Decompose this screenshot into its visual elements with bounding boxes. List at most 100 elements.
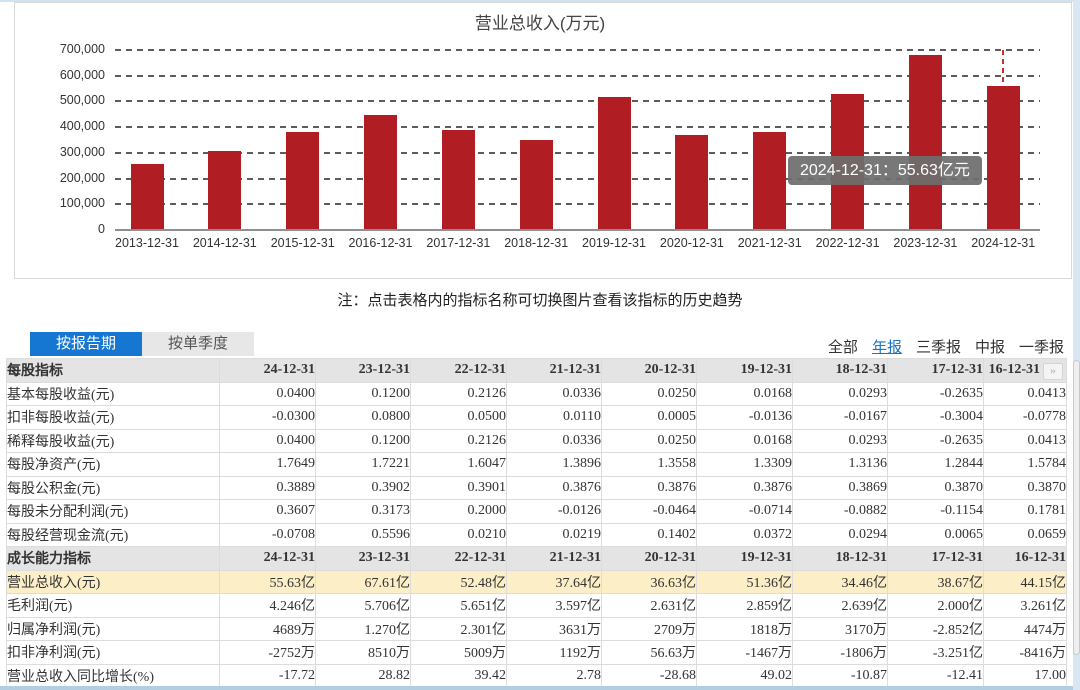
y-axis-label: 500,000: [59, 93, 105, 108]
metric-value: -0.0714: [696, 499, 793, 524]
report-filters: 全部 年报 三季报 中报 一季报: [828, 336, 1064, 357]
y-axis-label: 400,000: [59, 119, 105, 134]
x-axis-line: [115, 229, 1040, 231]
metric-name[interactable]: 稀释每股收益(元): [6, 428, 220, 453]
bar-2016-12-31[interactable]: [364, 115, 397, 229]
bar-2021-12-31[interactable]: [753, 132, 787, 229]
column-header: 21-12-31: [506, 546, 602, 571]
metric-value: 1.3896: [506, 452, 602, 477]
tab-by-single-quarter[interactable]: 按单季度: [142, 332, 255, 356]
column-header: 18-12-31: [792, 358, 888, 383]
metric-name[interactable]: 基本每股收益(元): [6, 381, 220, 406]
metric-name[interactable]: 每股未分配利润(元): [6, 499, 220, 524]
metric-value: 0.0336: [506, 428, 602, 453]
metric-value: -0.0708: [219, 522, 316, 547]
filter-all[interactable]: 全部: [827, 340, 858, 356]
page-scrollbar-thumb[interactable]: [1073, 360, 1080, 655]
metric-value: 8510万: [315, 640, 411, 665]
bar-2020-12-31[interactable]: [675, 135, 709, 229]
metric-name[interactable]: 扣非净利润(元): [6, 640, 220, 665]
table-row: 每股公积金(元) 0.3889 0.3902 0.3901 0.3876 0.3876 0.…: [6, 475, 1067, 500]
x-axis-label: 2014-12-31: [192, 236, 257, 250]
metric-name[interactable]: 毛利润(元): [6, 593, 220, 618]
table-row: 扣非每股收益(元) -0.0300 0.0800 0.0500 0.0110 0.0005…: [6, 405, 1067, 430]
metric-value: 3631万: [506, 616, 602, 641]
metric-name[interactable]: 扣非每股收益(元): [6, 405, 220, 430]
metric-name[interactable]: 每股经营现金流(元): [6, 522, 220, 547]
column-header-label: 19-12-31: [740, 362, 792, 378]
page-scrollbar-track[interactable]: [1073, 0, 1080, 690]
gridline: [115, 177, 1040, 180]
column-header-label: 17-12-31: [931, 362, 983, 378]
x-axis-label: 2022-12-31: [815, 236, 880, 250]
metric-value: 4.246亿: [219, 593, 316, 618]
metric-value: -3.251亿: [887, 640, 984, 665]
metric-name[interactable]: 归属净利润(元): [6, 616, 220, 641]
x-axis-label: 2016-12-31: [348, 236, 413, 250]
column-header: 19-12-31: [696, 358, 793, 383]
metric-value: 3.597亿: [506, 593, 602, 618]
y-axis-label: 700,000: [59, 42, 105, 56]
metric-value: 39.42: [410, 663, 507, 688]
metric-value: 0.2126: [410, 428, 507, 453]
metric-value: -0.3004: [887, 405, 984, 430]
metric-value: -0.0300: [219, 405, 316, 430]
gridline: [115, 203, 1040, 206]
metric-value: 0.0219: [506, 522, 602, 547]
metric-value: 0.0293: [792, 381, 888, 406]
metric-value: 52.48亿: [410, 569, 507, 594]
bar-2014-12-31[interactable]: [208, 151, 242, 229]
y-axis-label: 100,000: [59, 196, 105, 211]
y-axis-label: 300,000: [59, 144, 105, 159]
bar-2019-12-31[interactable]: [597, 97, 631, 229]
metric-name[interactable]: 每股公积金(元): [6, 475, 220, 500]
metric-value: 1.2844: [887, 452, 984, 477]
column-header: 16-12-31: [983, 546, 1067, 571]
y-axis-label: 0: [98, 222, 105, 236]
x-axis-label: 2018-12-31: [504, 236, 569, 250]
expand-columns-icon[interactable]: »: [1043, 363, 1063, 380]
column-header-label: 19-12-31: [740, 550, 792, 566]
chart-title: 营业总收入(万元): [474, 14, 606, 33]
metric-value: 44.15亿: [983, 569, 1067, 594]
metric-value: 51.36亿: [696, 569, 793, 594]
filter-annual-report[interactable]: 年报: [871, 340, 902, 356]
filter-interim-report[interactable]: 中报: [974, 340, 1005, 356]
filter-q3-report[interactable]: 三季报: [915, 340, 961, 356]
column-header: 22-12-31: [410, 358, 507, 383]
metric-value: 0.0336: [506, 381, 602, 406]
metric-value: 28.82: [315, 663, 411, 688]
x-axis-label: 2021-12-31: [737, 236, 802, 250]
metric-value: 36.63亿: [601, 569, 697, 594]
page-bottom-border: [0, 686, 1073, 690]
metric-value: -0.2635: [887, 381, 984, 406]
metric-name[interactable]: 营业总收入(元): [6, 569, 220, 594]
y-axis-label: 600,000: [59, 67, 105, 82]
metric-value: 56.63万: [601, 640, 697, 665]
x-axis-label: 2019-12-31: [582, 236, 646, 250]
column-header: 24-12-31: [219, 546, 316, 571]
metric-value: 0.0065: [887, 522, 984, 547]
metric-value: 3.261亿: [983, 593, 1067, 618]
metric-value: 0.0168: [696, 381, 793, 406]
metric-value: 5.706亿: [315, 593, 411, 618]
bar-2015-12-31[interactable]: [286, 132, 320, 229]
metric-name[interactable]: 每股净资产(元): [6, 452, 220, 477]
table-row: 毛利润(元) 4.246亿 5.706亿 5.651亿 3.597亿 2.631亿 2.85…: [6, 593, 1067, 618]
bar-2023-12-31[interactable]: [908, 55, 942, 229]
tabs: 按报告期 按单季度: [30, 332, 255, 356]
bar-2018-12-31[interactable]: [519, 140, 553, 229]
bar-2017-12-31[interactable]: [441, 130, 475, 229]
filter-q1-report[interactable]: 一季报: [1018, 340, 1064, 356]
gridline: [115, 126, 1040, 129]
metric-value: 0.2126: [410, 381, 507, 406]
metric-name[interactable]: 营业总收入同比增长(%): [6, 663, 220, 688]
bar-2013-12-31[interactable]: [130, 164, 164, 229]
table-row: 营业总收入(元) 55.63亿 67.61亿 52.48亿 37.64亿 36.63亿 51…: [6, 569, 1067, 594]
tab-by-report-period[interactable]: 按报告期: [30, 332, 143, 356]
column-header: 20-12-31: [601, 358, 697, 383]
metric-value: 1818万: [696, 616, 793, 641]
table-row: 营业总收入同比增长(%) -17.72 28.82 39.42 2.78 -28.68 49…: [6, 663, 1067, 688]
bar-2024-12-31[interactable]: [986, 86, 1020, 229]
metric-value: 3170万: [792, 616, 888, 641]
